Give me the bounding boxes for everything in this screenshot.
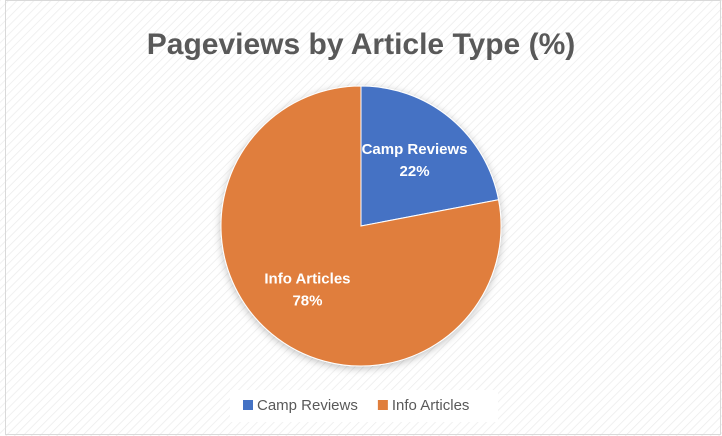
pie xyxy=(220,85,502,367)
legend-swatch xyxy=(243,400,253,410)
data-label-category: Info Articles xyxy=(264,271,350,288)
legend-swatch xyxy=(377,400,388,410)
chart-border xyxy=(5,0,721,435)
chart-title: Pageviews by Article Type (%) xyxy=(147,28,575,61)
legend-box xyxy=(230,390,498,422)
pie-slice xyxy=(360,85,500,227)
pie-slice xyxy=(220,85,502,367)
data-label-category: Camp Reviews xyxy=(362,141,468,158)
data-label-value: 22% xyxy=(400,163,430,180)
data-label-value: 78% xyxy=(292,293,322,310)
legend-label: Camp Reviews xyxy=(257,397,358,414)
legend-label: Info Articles xyxy=(392,397,470,414)
